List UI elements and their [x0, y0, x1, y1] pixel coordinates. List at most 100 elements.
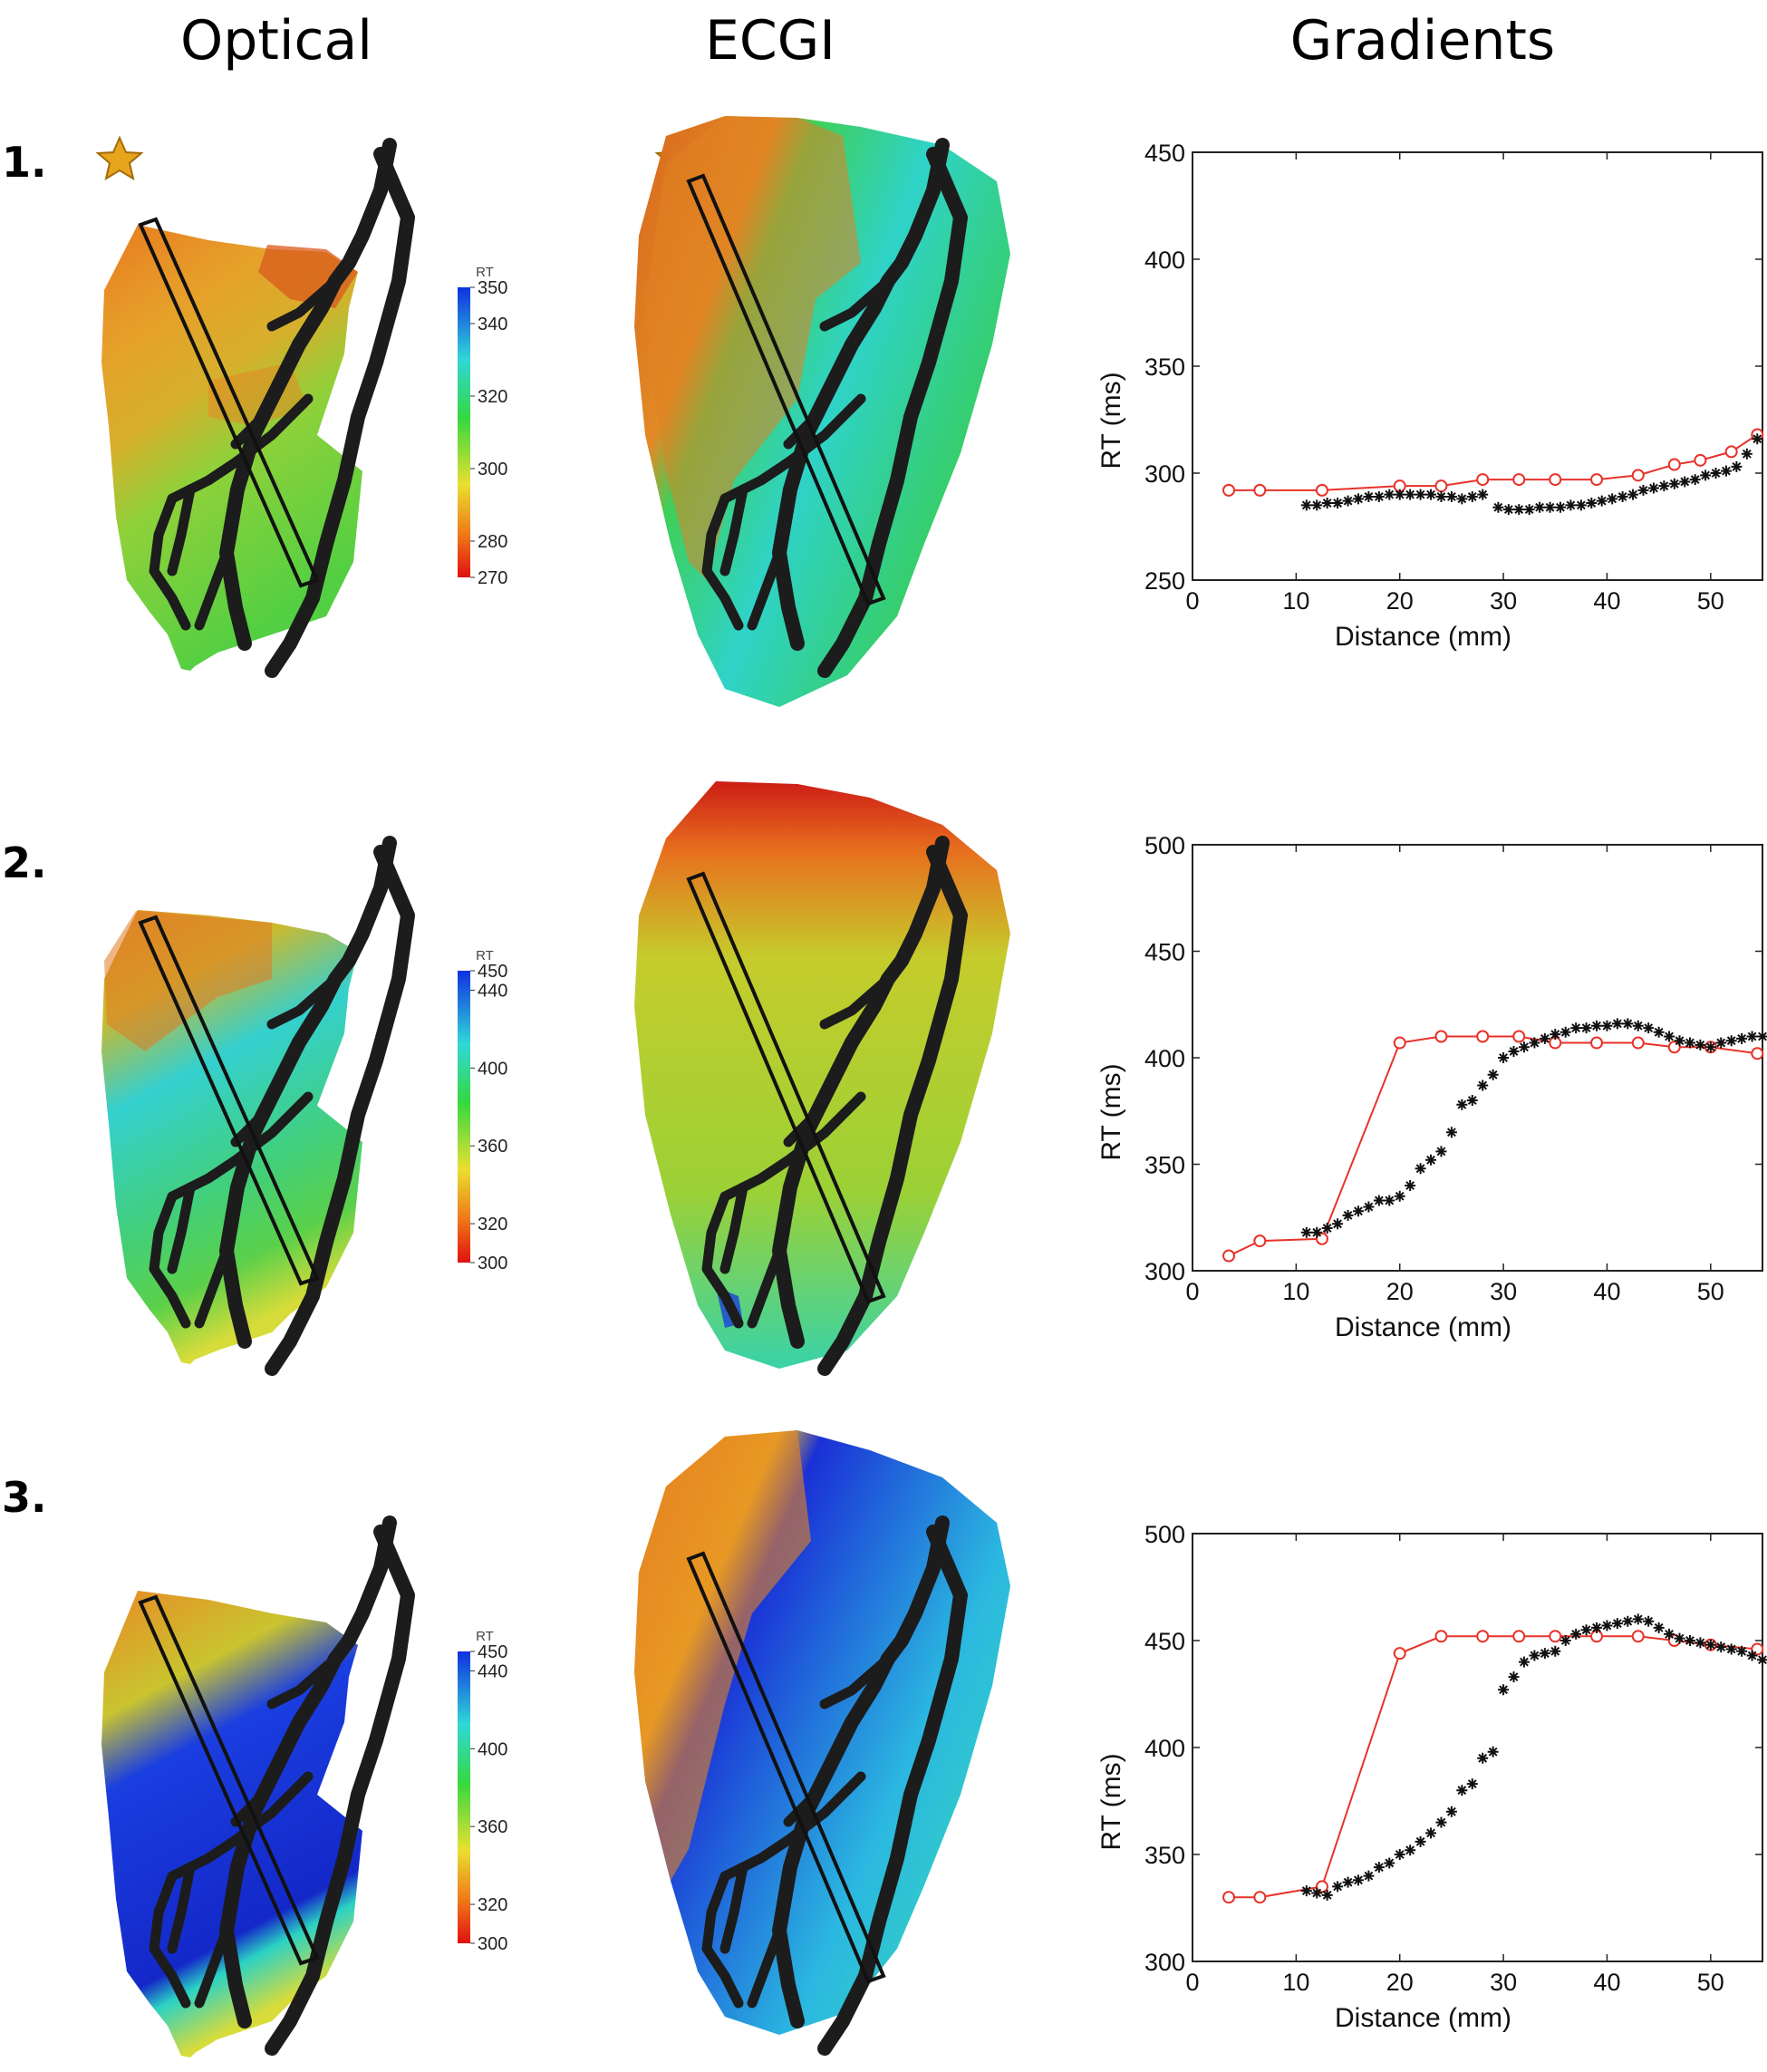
colorbar-tick-label: 300	[478, 1254, 507, 1273]
data-point	[1394, 489, 1405, 500]
data-point	[1434, 1030, 1448, 1043]
series-ecgi	[1222, 1030, 1764, 1263]
data-point	[1554, 501, 1566, 513]
data-point	[1476, 1030, 1490, 1043]
data-point	[1253, 1234, 1267, 1248]
colorbar-tick-label: 340	[478, 315, 507, 334]
data-point	[1668, 478, 1680, 489]
data-point	[1544, 501, 1556, 513]
data-point	[1539, 1032, 1550, 1044]
data-point	[1653, 1622, 1665, 1633]
data-point	[1550, 1029, 1561, 1041]
x-tick-label: 30	[1490, 1969, 1517, 1996]
vessel-tracing	[194, 1245, 232, 1329]
data-point	[1384, 1195, 1395, 1206]
colorbar-tick-label: 360	[478, 1137, 507, 1157]
data-point	[1487, 1746, 1499, 1757]
colorbar-tick-label: 320	[478, 387, 507, 407]
x-tick-label: 10	[1282, 1969, 1309, 1996]
data-point	[1529, 1650, 1540, 1661]
data-point	[1664, 1031, 1675, 1042]
data-point	[1534, 501, 1546, 513]
data-point	[1724, 445, 1738, 459]
colorbar	[458, 971, 470, 1263]
column-header-optical: Optical	[180, 9, 372, 73]
vessel-tracing	[817, 845, 968, 1376]
vessel-tracing	[265, 147, 415, 678]
data-point	[1311, 1226, 1323, 1238]
y-tick-label: 500	[1144, 832, 1185, 859]
data-point	[1300, 1885, 1312, 1897]
colorbar-tick-label: 400	[478, 1739, 507, 1759]
data-point	[1746, 1031, 1758, 1042]
data-point	[1590, 1036, 1604, 1050]
data-point	[1502, 504, 1514, 516]
y-tick-label: 400	[1144, 1735, 1185, 1762]
y-tick-label: 500	[1144, 1521, 1185, 1548]
colorbar-tick-label: 350	[478, 278, 507, 298]
x-tick-label: 0	[1185, 1278, 1199, 1305]
data-point	[1373, 1195, 1385, 1206]
colorbar-title: RT	[476, 948, 494, 963]
transect-box	[138, 217, 320, 588]
data-point	[1667, 458, 1681, 471]
ecgi-map-row-3	[634, 1430, 1010, 2035]
data-point	[1715, 1037, 1727, 1049]
vessel-tracing	[719, 1182, 748, 1274]
data-point	[1631, 1036, 1645, 1050]
series-optical	[1300, 1018, 1767, 1238]
series-optical	[1300, 1613, 1767, 1901]
row-label-1: 1.	[2, 138, 46, 187]
series-line	[1229, 1635, 1758, 1899]
data-point	[1725, 1035, 1737, 1047]
y-tick-label: 450	[1144, 1628, 1185, 1655]
transect-box	[686, 871, 886, 1304]
colorbar-tick-label: 450	[478, 1642, 507, 1662]
data-point	[1695, 1637, 1706, 1649]
vessel-tracing	[167, 1182, 196, 1274]
vessel-tracing	[747, 547, 785, 631]
data-point	[1695, 1039, 1706, 1051]
data-point	[1704, 1041, 1716, 1053]
y-tick-label: 300	[1144, 1258, 1185, 1285]
data-point	[1222, 483, 1236, 497]
data-point	[1384, 489, 1395, 500]
vessel-tracing	[266, 973, 341, 1030]
x-axis-label: Distance (mm)	[1335, 1312, 1511, 1342]
x-tick-label: 50	[1697, 1278, 1724, 1305]
x-tick-label: 10	[1282, 1278, 1309, 1305]
colorbars: RT270280300320340350RT300320360400440450…	[458, 265, 507, 1954]
y-tick-label: 400	[1144, 1045, 1185, 1072]
data-point	[1512, 1030, 1526, 1043]
data-point	[1311, 499, 1323, 511]
data-point	[1757, 1654, 1767, 1666]
data-point	[1570, 1628, 1582, 1640]
data-point	[1746, 1650, 1758, 1661]
colorbar-tick-label: 270	[478, 568, 507, 588]
data-point	[1508, 1045, 1520, 1057]
colorbar-tick-label: 360	[478, 1817, 507, 1837]
data-point	[1627, 489, 1639, 500]
data-point	[1752, 433, 1763, 445]
star-icon	[95, 135, 144, 181]
data-point	[1477, 1080, 1489, 1091]
data-point	[1405, 1844, 1416, 1856]
data-point	[1631, 469, 1645, 482]
vessel-tracing	[230, 384, 282, 450]
data-point	[1580, 1022, 1592, 1034]
data-point	[1425, 1154, 1437, 1166]
data-point	[1611, 1618, 1623, 1630]
data-point	[1373, 1862, 1385, 1874]
colorbar-tick-label: 300	[478, 1934, 507, 1954]
gradient-chart-2: 0 10 20 30 40 50 300 350 400 450 500 Distance (mm) R…	[1096, 832, 1767, 1342]
y-tick-label: 400	[1144, 247, 1185, 274]
data-point	[1518, 1656, 1530, 1668]
data-point	[1435, 1816, 1447, 1828]
transect-box	[686, 1551, 886, 1984]
data-point	[1591, 1622, 1603, 1633]
y-axis-label: RT (ms)	[1096, 1063, 1126, 1160]
data-point	[1715, 1641, 1727, 1653]
data-point	[1694, 453, 1707, 467]
colorbar-title: RT	[476, 265, 494, 280]
data-point	[1559, 1026, 1571, 1038]
